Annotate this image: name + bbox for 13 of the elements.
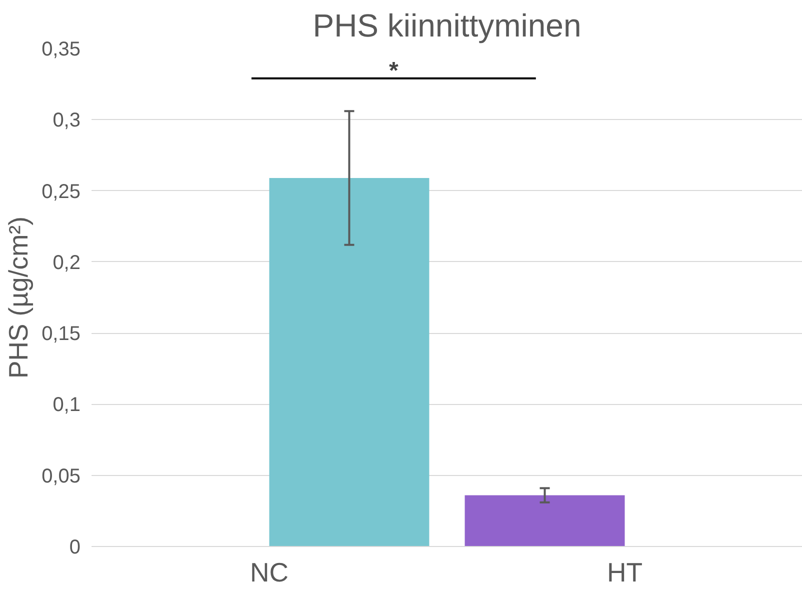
y-tick-label: 0,1 bbox=[52, 394, 81, 416]
annotation: * bbox=[389, 57, 400, 84]
y-tick-label: 0,3 bbox=[52, 110, 81, 132]
y-tick-label: 0,35 bbox=[42, 38, 81, 60]
y-tick-label: 0,25 bbox=[42, 180, 81, 203]
y-tick-label: 0 bbox=[69, 536, 80, 558]
x-tick-label: NC bbox=[250, 558, 289, 588]
x-tick-label: HT bbox=[606, 558, 643, 588]
y-tick-label: 0,15 bbox=[42, 323, 81, 346]
y-tick-label: 0,2 bbox=[52, 252, 81, 274]
chart-title: PHS kiinnittyminen bbox=[312, 8, 582, 44]
y-tick-label: 0,05 bbox=[42, 465, 81, 488]
y-axis-title: PHS (µg/cm²) bbox=[4, 216, 34, 378]
